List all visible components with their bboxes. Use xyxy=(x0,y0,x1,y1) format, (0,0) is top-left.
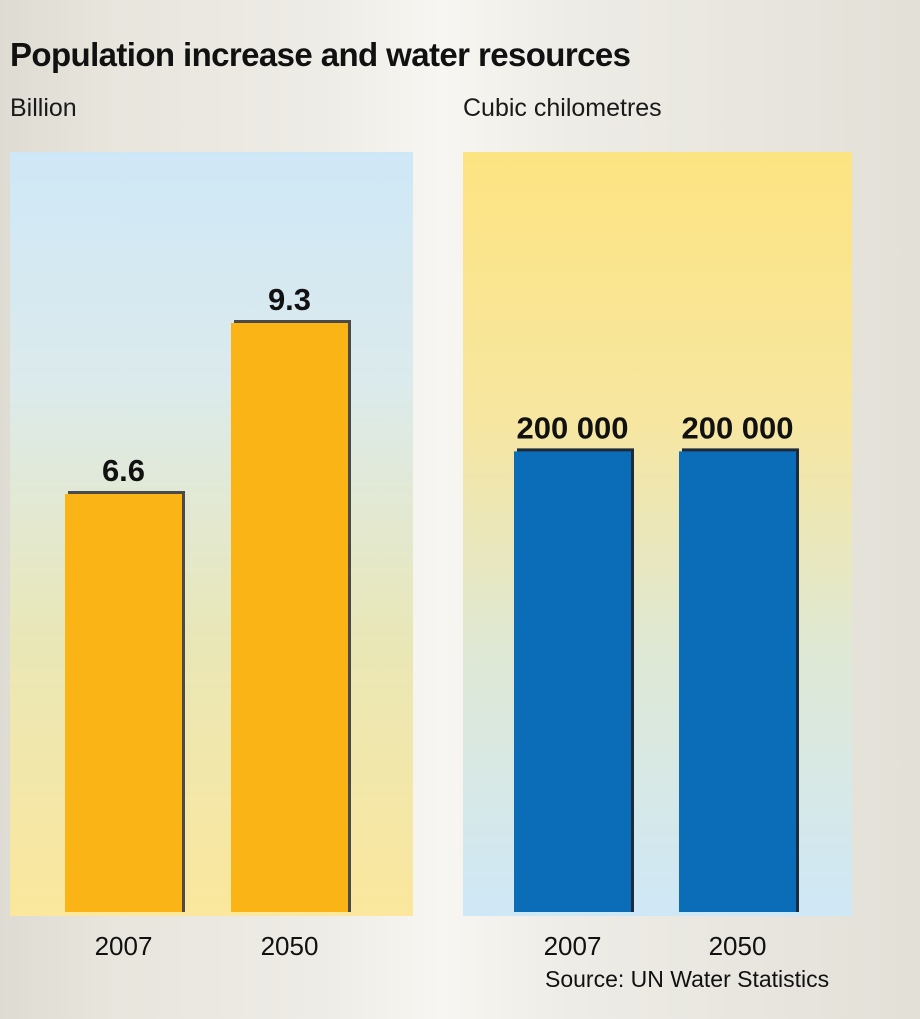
water-bar-2050 xyxy=(679,451,796,912)
left-unit-label: Billion xyxy=(10,94,77,122)
population-category-label-2007: 2007 xyxy=(95,931,153,961)
population-bar-2007 xyxy=(65,494,182,912)
population-value-label-2050: 9.3 xyxy=(268,282,311,317)
population-value-label-2007: 6.6 xyxy=(102,453,145,488)
right-unit-label: Cubic chilometres xyxy=(463,94,662,122)
water-category-label-2050: 2050 xyxy=(709,931,767,961)
water-bar-2007 xyxy=(514,451,631,912)
chart-title: Population increase and water resources xyxy=(10,36,631,73)
water-value-label-2050: 200 000 xyxy=(681,410,793,445)
population-category-label-2050: 2050 xyxy=(261,931,319,961)
water-category-label-2007: 2007 xyxy=(544,931,602,961)
water-value-label-2007: 200 000 xyxy=(516,410,628,445)
population-bar-2050 xyxy=(231,323,348,912)
source-note: Source: UN Water Statistics xyxy=(545,966,830,992)
